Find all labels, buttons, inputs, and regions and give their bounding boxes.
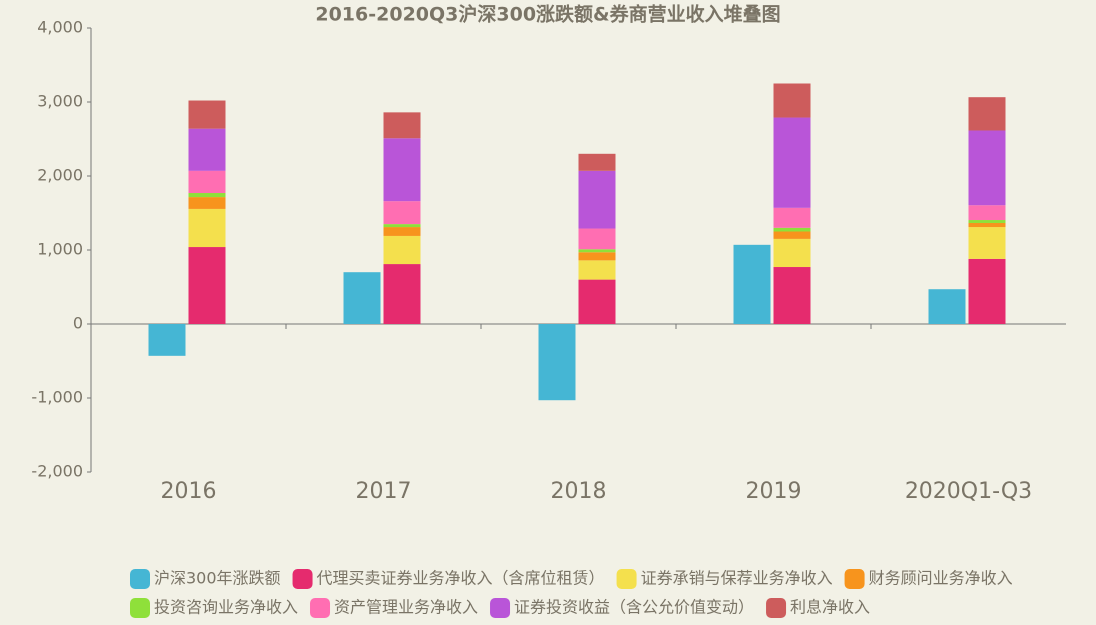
y-tick-label: 0 [73, 314, 83, 333]
x-tick-label: 2020Q1-Q3 [905, 479, 1032, 504]
bar-segment [773, 238, 811, 268]
legend-label: 证券投资收益（含公允价值变动） [514, 598, 754, 617]
bar-segment [578, 252, 616, 261]
bar-segment [578, 228, 616, 250]
bar-segment [578, 279, 616, 324]
bar-segment [188, 197, 226, 209]
legend-swatch [844, 569, 865, 589]
bar-segment [773, 207, 811, 228]
legend-swatch [310, 598, 331, 618]
bar-segment [773, 231, 811, 239]
bar-segment [968, 222, 1006, 228]
bar-segment [968, 220, 1006, 223]
bar-segment [773, 83, 811, 118]
y-tick-label: 4,000 [37, 18, 83, 37]
bar-segment [188, 100, 226, 129]
bar-segment [968, 97, 1006, 131]
bar-segment [383, 227, 421, 236]
legend-label: 财务顾问业务净收入 [869, 569, 1013, 588]
y-tick-label: -1,000 [31, 388, 83, 407]
y-tick-label: 1,000 [37, 240, 83, 259]
y-tick-label: 3,000 [37, 92, 83, 111]
bar-segment [928, 289, 966, 324]
bar-segment [968, 258, 1006, 324]
chart-title: 2016-2020Q3沪深300涨跌额&券商营业收入堆叠图 [315, 3, 780, 26]
x-tick-label: 2019 [746, 479, 802, 504]
bar-segment [578, 153, 616, 171]
bar-segment [383, 201, 421, 225]
legend-swatch [490, 598, 511, 618]
bar-segment [343, 272, 381, 324]
x-tick-label: 2016 [161, 479, 217, 504]
legend-swatch [766, 598, 787, 618]
bar-segment [383, 138, 421, 202]
y-tick-label: 2,000 [37, 166, 83, 185]
legend-label: 沪深300年涨跌额 [154, 569, 281, 588]
bar-segment [578, 260, 616, 280]
bar-segment [578, 170, 616, 229]
bar-segment [773, 267, 811, 324]
legend-label: 证券承销与保荐业务净收入 [641, 569, 833, 588]
legend-swatch [616, 569, 637, 589]
bar-segment [383, 264, 421, 324]
bar-segment [968, 227, 1006, 259]
bar-segment [188, 208, 226, 248]
legend-swatch [130, 569, 150, 589]
legend-label: 投资咨询业务净收入 [154, 598, 298, 617]
bar-segment [733, 244, 771, 324]
legend-label: 代理买卖证券业务净收入（含席位租赁） [317, 569, 605, 588]
bar-segment [578, 249, 616, 253]
y-tick-label: -2,000 [31, 462, 83, 481]
bar-segment [968, 130, 1006, 206]
bar-segment [188, 193, 226, 198]
bar-segment [383, 224, 421, 228]
bar-segment [148, 324, 186, 356]
legend-label: 资产管理业务净收入 [334, 598, 478, 617]
legend-label: 利息净收入 [790, 598, 870, 617]
bar-segment [383, 235, 421, 265]
bar-segment [773, 117, 811, 208]
legend-swatch [130, 598, 150, 618]
bar-segment [188, 170, 226, 194]
bar-segment [188, 128, 226, 171]
x-tick-label: 2017 [356, 479, 412, 504]
x-tick-label: 2018 [551, 479, 607, 504]
bar-segment [538, 324, 576, 401]
bar-segment [968, 205, 1006, 221]
legend-swatch [292, 569, 313, 589]
bar-segment [188, 247, 226, 324]
bar-segment [383, 112, 421, 139]
bar-segment [773, 227, 811, 232]
